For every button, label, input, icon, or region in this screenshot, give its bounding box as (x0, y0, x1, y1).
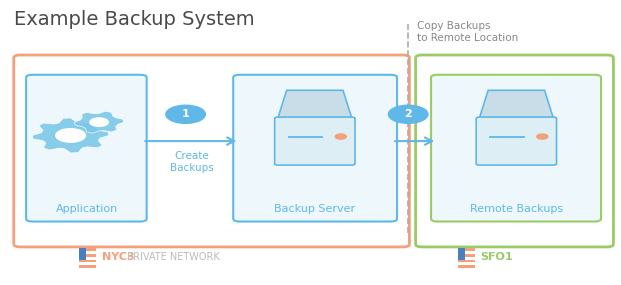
FancyBboxPatch shape (79, 248, 96, 268)
FancyBboxPatch shape (26, 75, 147, 221)
Polygon shape (479, 90, 553, 119)
Circle shape (388, 105, 428, 123)
Text: Example Backup System: Example Backup System (14, 10, 255, 29)
FancyBboxPatch shape (458, 248, 465, 260)
FancyBboxPatch shape (79, 257, 96, 260)
Text: SFO1: SFO1 (481, 252, 513, 262)
Circle shape (56, 129, 86, 142)
FancyBboxPatch shape (79, 262, 96, 265)
FancyBboxPatch shape (274, 117, 355, 165)
FancyBboxPatch shape (79, 248, 86, 260)
FancyBboxPatch shape (458, 248, 475, 268)
Polygon shape (75, 111, 124, 133)
Text: NYC3: NYC3 (102, 252, 134, 262)
Text: Copy Backups
to Remote Location: Copy Backups to Remote Location (417, 21, 518, 43)
FancyBboxPatch shape (458, 257, 475, 260)
FancyBboxPatch shape (431, 75, 601, 221)
FancyBboxPatch shape (233, 75, 397, 221)
Text: 2: 2 (404, 109, 412, 119)
FancyBboxPatch shape (458, 262, 475, 265)
Text: Create
Backups: Create Backups (170, 151, 214, 172)
Text: PRIVATE NETWORK: PRIVATE NETWORK (124, 252, 220, 262)
FancyBboxPatch shape (476, 117, 556, 165)
Circle shape (90, 118, 108, 127)
FancyBboxPatch shape (79, 251, 96, 254)
Circle shape (335, 134, 347, 139)
Text: Remote Backups: Remote Backups (470, 204, 563, 214)
Text: 1: 1 (182, 109, 189, 119)
Text: Backup Server: Backup Server (274, 204, 355, 214)
Polygon shape (32, 118, 109, 153)
FancyBboxPatch shape (458, 251, 475, 254)
Circle shape (166, 105, 206, 123)
Polygon shape (278, 90, 352, 119)
Circle shape (537, 134, 548, 139)
Text: Application: Application (55, 204, 118, 214)
